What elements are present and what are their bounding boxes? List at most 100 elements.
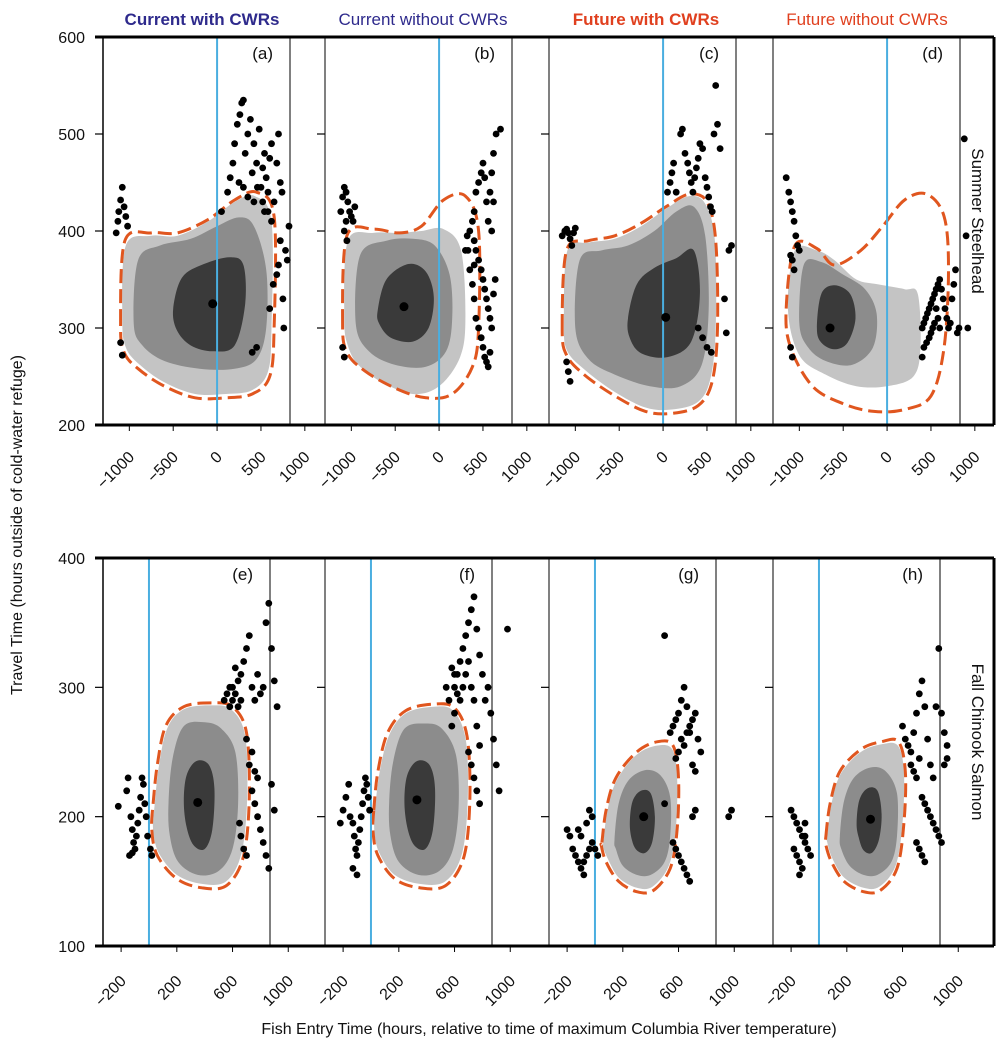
data-point (481, 285, 489, 293)
x-tick-label: 0 (654, 449, 672, 467)
panel-e: (e) −200 200 600 1000 (92, 557, 297, 1010)
data-point (118, 183, 126, 191)
data-point (264, 188, 272, 196)
header-legend: Current with CWRs Current without CWRs Fut… (125, 10, 948, 29)
data-point (484, 305, 492, 312)
data-point (273, 271, 281, 278)
x-tick-label: 500 (461, 449, 492, 480)
y-tick-label: 200 (58, 810, 85, 827)
x-tick-label: 200 (601, 973, 632, 1004)
data-point (666, 729, 674, 736)
data-point (363, 780, 371, 788)
data-point (467, 606, 475, 614)
data-point (466, 266, 474, 274)
data-point (686, 722, 694, 730)
panel-label: (c) (699, 44, 719, 63)
data-point (445, 696, 453, 704)
data-point (477, 266, 485, 274)
data-point (901, 735, 909, 743)
data-point (276, 179, 284, 186)
data-point (337, 208, 345, 216)
data-point (725, 813, 733, 821)
panel-label: (d) (922, 44, 943, 63)
y-tick-label: 500 (58, 127, 85, 144)
data-point (677, 696, 685, 704)
data-point (118, 351, 126, 359)
y-tick-label: 400 (58, 551, 85, 568)
data-point (721, 295, 728, 303)
data-point (591, 845, 599, 853)
data-point (932, 703, 940, 711)
data-point (486, 348, 494, 356)
data-point (275, 130, 282, 138)
panel-label: (b) (474, 44, 495, 63)
data-point (680, 742, 688, 749)
data-point (342, 188, 350, 196)
y-tick-label: 600 (58, 30, 85, 47)
data-point (488, 324, 496, 332)
data-point (254, 774, 261, 782)
data-point (268, 780, 275, 788)
data-point (273, 703, 281, 711)
data-point (464, 247, 472, 254)
data-point (788, 256, 796, 264)
data-point (473, 722, 481, 730)
data-point (564, 368, 572, 375)
data-point (484, 217, 492, 225)
data-point (229, 696, 236, 704)
data-point (470, 593, 478, 601)
data-point (224, 188, 232, 196)
data-point (237, 671, 245, 678)
data-point (276, 237, 284, 245)
data-point (248, 748, 256, 756)
data-point (462, 671, 470, 678)
data-point (147, 845, 154, 853)
data-point (918, 353, 926, 361)
data-point (244, 130, 252, 138)
x-tick-label: 500 (685, 449, 716, 480)
data-point (138, 774, 146, 782)
data-point (247, 116, 254, 123)
density-band-inner (816, 285, 856, 350)
data-point (703, 344, 711, 351)
density-center-point (193, 797, 203, 807)
x-tick-label: −500 (367, 449, 405, 487)
data-point (801, 832, 809, 840)
data-point (950, 281, 958, 288)
data-point (910, 768, 918, 775)
data-point (473, 787, 481, 795)
data-point (907, 748, 915, 756)
data-point (664, 188, 671, 196)
data-point (268, 140, 275, 148)
data-point (661, 800, 668, 808)
data-point (473, 625, 481, 633)
data-point (681, 150, 689, 157)
x-tick-label: −1000 (764, 449, 808, 493)
data-point (339, 193, 346, 201)
data-point (491, 276, 499, 283)
data-point (918, 852, 926, 859)
data-point (661, 632, 668, 639)
data-point (921, 858, 929, 866)
data-point (231, 664, 239, 672)
data-point (470, 208, 478, 216)
y-tick-label: 400 (58, 224, 85, 241)
data-point (691, 806, 699, 814)
data-point (476, 651, 483, 659)
data-point (927, 761, 934, 769)
data-point (675, 852, 682, 859)
data-point (465, 658, 472, 665)
data-point (234, 677, 242, 685)
data-point (684, 159, 692, 167)
data-point (477, 334, 485, 342)
data-point (470, 237, 478, 245)
data-point (796, 871, 803, 879)
data-point (115, 208, 123, 216)
density-center-point (639, 812, 649, 822)
data-point (352, 845, 359, 853)
data-point (488, 227, 496, 235)
data-point (701, 174, 709, 182)
x-tick-label: 600 (880, 973, 911, 1004)
data-point (251, 768, 259, 775)
